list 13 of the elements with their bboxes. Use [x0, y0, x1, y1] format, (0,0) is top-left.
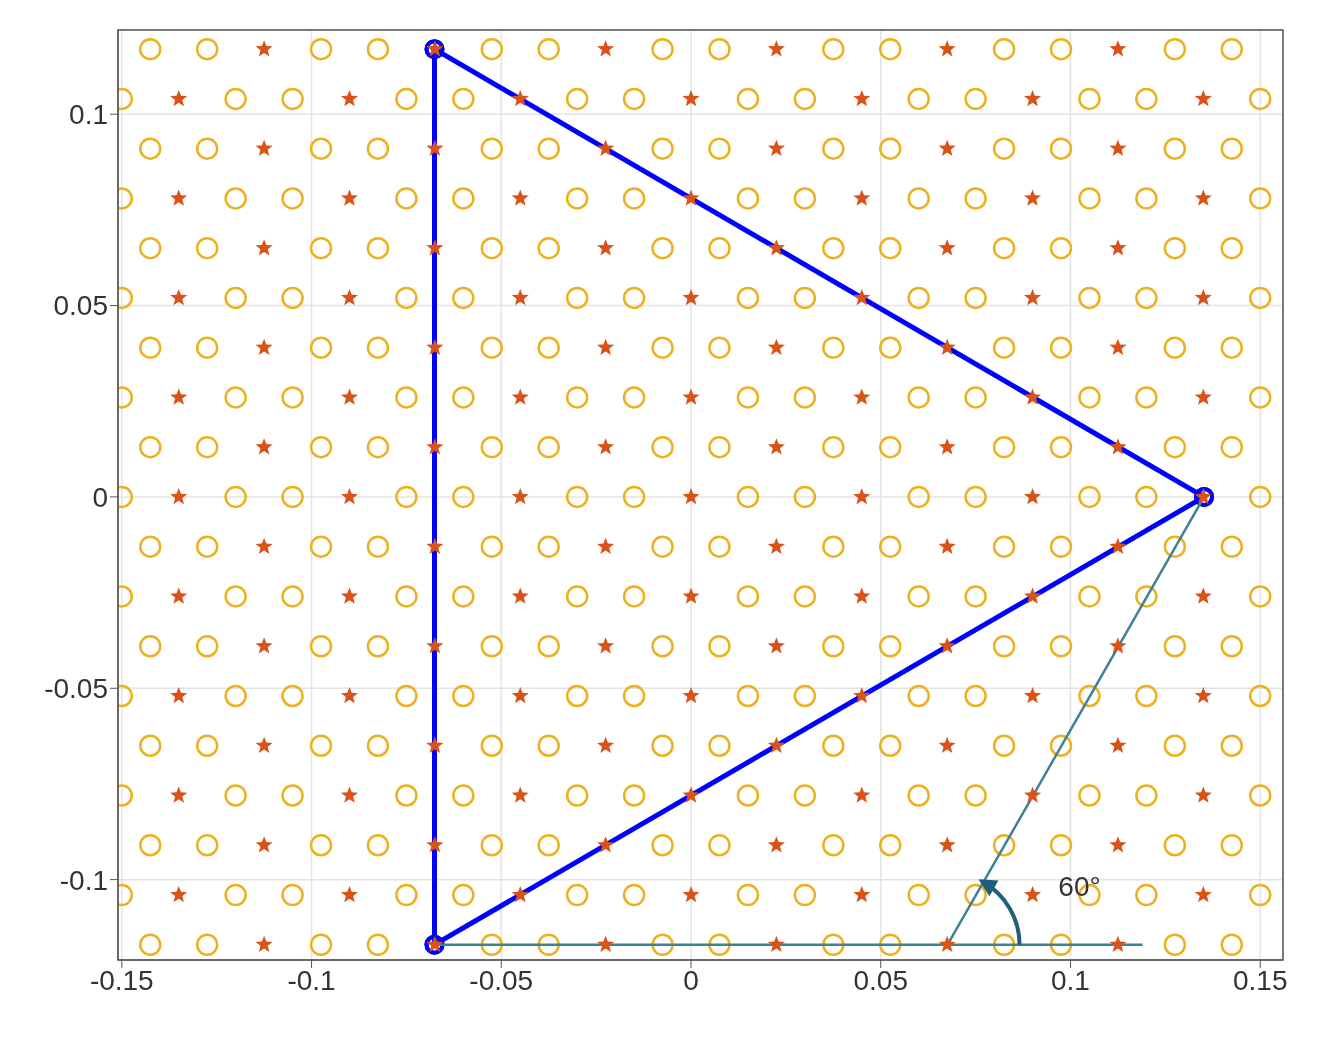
x-tick-label: 0.1: [1051, 964, 1090, 996]
x-tick-label: 0: [683, 964, 699, 996]
y-tick-label: -0.1: [59, 864, 108, 896]
x-tick-label: -0.15: [89, 964, 154, 996]
y-tick-label: 0: [92, 481, 108, 513]
x-tick-label: 0.05: [853, 964, 908, 996]
x-tick-label: -0.1: [287, 964, 336, 996]
y-tick-label: -0.05: [44, 673, 108, 705]
y-tick-label: 0.05: [53, 290, 108, 322]
y-tick-label: 0.1: [69, 99, 108, 131]
x-tick-label: -0.05: [469, 964, 534, 996]
x-tick-label: 0.15: [1232, 964, 1288, 996]
annotation: 60°: [1058, 871, 1101, 903]
